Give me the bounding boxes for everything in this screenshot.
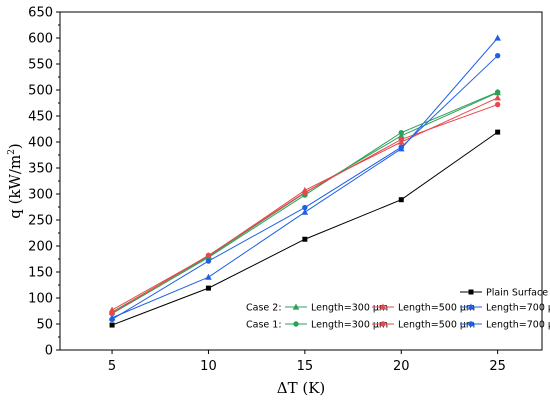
data-point-4-3 <box>398 129 404 136</box>
x-tick-label: 20 <box>393 359 410 374</box>
y-tick-label: 200 <box>28 240 53 255</box>
series-line-0 <box>111 131 498 326</box>
data-point-0-1 <box>205 285 211 291</box>
data-point-2-4 <box>494 94 501 101</box>
series-line-3 <box>111 37 499 319</box>
data-point-0-4 <box>495 129 501 135</box>
y-tick-label: 150 <box>28 266 53 281</box>
y-axis: 0 50 100 150 200 250 300 350 400 450 500 550 600 650 <box>28 6 60 359</box>
data-point-5-0 <box>109 310 115 316</box>
legend-case-label: Case 1: <box>246 320 282 331</box>
x-tick-label: 5 <box>108 359 116 374</box>
legend-swatch-marker <box>468 289 474 295</box>
legend-swatch-marker <box>380 321 386 327</box>
y-axis-title-main: q (kW/m <box>6 155 24 219</box>
x-tick-label: 25 <box>489 359 506 374</box>
data-point-6-3 <box>398 144 404 150</box>
legend-label: Plain Surface <box>486 288 548 299</box>
data-point-3-1 <box>205 273 212 280</box>
y-tick-label: 450 <box>28 110 53 125</box>
data-point-4-4 <box>494 89 501 95</box>
legend-swatch-marker <box>379 303 387 310</box>
y-tick-label: 500 <box>28 84 53 99</box>
legend-swatch-marker <box>467 303 475 310</box>
legend-swatch-marker <box>292 303 300 310</box>
data-point-5-3 <box>398 136 404 143</box>
legend-swatch-marker <box>293 321 299 327</box>
y-tick-label: 50 <box>36 318 53 333</box>
data-point-0-2 <box>302 236 308 242</box>
y-tick-label: 550 <box>28 58 53 73</box>
data-point-0-3 <box>398 197 404 203</box>
legend-label: Length=300 μm <box>311 320 388 331</box>
legend-label: Length=700 μm <box>486 320 550 331</box>
y-tick-label: 350 <box>28 162 53 177</box>
data-point-6-4 <box>494 52 501 59</box>
series-lines <box>111 37 499 326</box>
y-tick-label: 300 <box>28 188 53 203</box>
data-point-3-4 <box>494 34 501 41</box>
data-point-5-1 <box>205 252 212 259</box>
data-point-6-1 <box>205 258 212 264</box>
data-point-3-2 <box>301 208 309 215</box>
data-point-0-0 <box>109 322 115 328</box>
legend-label: Length=300 μm <box>311 303 388 314</box>
x-axis: 5 10 15 20 25 <box>108 350 506 374</box>
x-tick-label: 10 <box>200 359 217 374</box>
data-point-5-4 <box>494 101 501 108</box>
legend: Plain Surface Case 2: Length=300 μm Length=… <box>246 288 550 331</box>
plot-frame <box>59 11 543 351</box>
data-point-6-0 <box>109 316 115 323</box>
legend-case-label: Case 2: <box>246 303 282 314</box>
data-point-6-2 <box>302 204 308 211</box>
legend-label: Length=700 μm <box>486 303 550 314</box>
legend-swatch-marker <box>468 321 474 327</box>
data-point-5-2 <box>302 189 308 196</box>
y-axis-title-close: ) <box>6 143 24 149</box>
y-tick-label: 100 <box>28 292 53 307</box>
y-tick-label: 0 <box>45 344 53 359</box>
x-axis-title: ΔT (K) <box>277 379 326 397</box>
y-tick-label: 650 <box>28 6 53 21</box>
y-axis-title-sup: 2 <box>7 149 17 155</box>
y-axis-title: q (kW/m2) <box>6 143 24 219</box>
y-tick-label: 250 <box>28 214 53 229</box>
legend-label: Length=500 μm <box>398 320 475 331</box>
y-tick-label: 400 <box>28 136 53 151</box>
x-tick-label: 15 <box>297 359 314 374</box>
y-tick-label: 600 <box>28 32 53 47</box>
legend-label: Length=500 μm <box>398 303 475 314</box>
series-markers <box>108 34 501 328</box>
